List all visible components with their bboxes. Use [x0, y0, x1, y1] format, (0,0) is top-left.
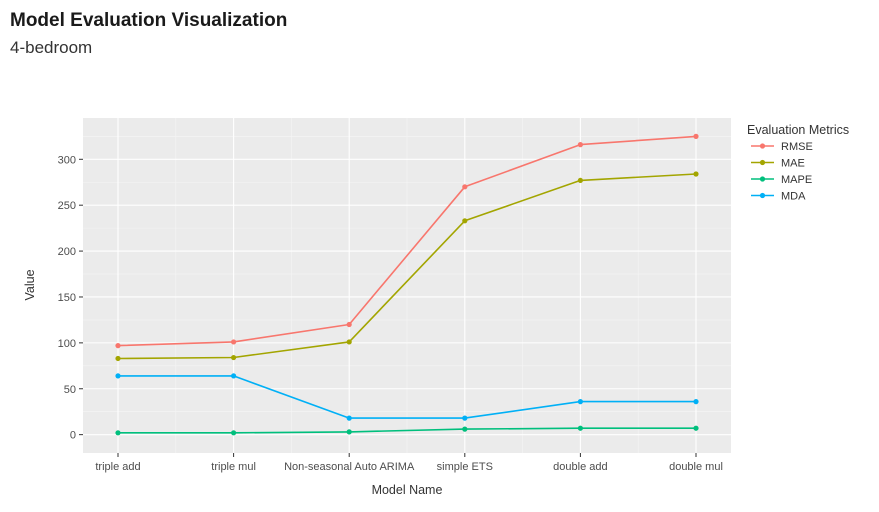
- chart-title: Model Evaluation Visualization: [10, 10, 288, 31]
- series-line-mda: [118, 375, 696, 419]
- legend-label-mda: MDA: [781, 191, 806, 203]
- y-tick-label: 250: [58, 200, 76, 212]
- data-point-mda: [462, 415, 468, 421]
- data-point-mae: [693, 171, 699, 177]
- data-point-mape: [462, 426, 468, 432]
- chart-subtitle: 4-bedroom: [10, 38, 93, 57]
- series-line-rmse: [117, 135, 697, 347]
- x-tick-label: double add: [553, 461, 607, 473]
- legend-key-point: [759, 159, 766, 166]
- legend-label-rmse: RMSE: [781, 141, 813, 153]
- data-point-mape: [693, 425, 699, 431]
- x-tick-label: triple add: [95, 461, 140, 473]
- data-point-mae: [115, 355, 121, 362]
- data-point-mae: [577, 177, 584, 184]
- y-axis-title: Value: [23, 269, 37, 300]
- legend: Evaluation Metrics RMSE MAE MAPE MDA: [747, 123, 849, 203]
- data-point-mae: [346, 339, 352, 345]
- legend-label-mae: MAE: [781, 158, 805, 170]
- data-point-mda: [346, 415, 352, 421]
- data-point-mda: [231, 373, 237, 379]
- data-point-mape: [231, 430, 237, 436]
- series-line-mape: [118, 427, 696, 434]
- data-point-mae: [462, 218, 468, 224]
- data-point-mae: [231, 354, 237, 361]
- series-lines: [117, 135, 697, 434]
- legend-label-mape: MAPE: [781, 174, 812, 186]
- x-tick-label: double mul: [669, 461, 723, 473]
- legend-title: Evaluation Metrics: [747, 123, 849, 137]
- y-tick-label: 50: [64, 384, 76, 396]
- data-point-rmse: [462, 184, 468, 190]
- data-point-rmse: [231, 339, 237, 345]
- x-axis-title: Model Name: [372, 483, 443, 497]
- y-tick-label: 200: [58, 246, 76, 258]
- legend-key-point: [759, 143, 766, 149]
- data-point-rmse: [693, 133, 699, 139]
- series-line-mae: [117, 173, 697, 360]
- y-tick-label: 0: [70, 430, 76, 442]
- data-point-rmse: [577, 142, 584, 148]
- data-points: [115, 133, 699, 436]
- y-tick-label: 150: [58, 292, 76, 304]
- x-tick-label: Non-seasonal Auto ARIMA: [284, 461, 415, 473]
- x-tick-label: triple mul: [211, 461, 256, 473]
- data-point-mape: [577, 425, 584, 431]
- y-tick-label: 300: [58, 154, 76, 166]
- data-point-mda: [693, 399, 699, 405]
- data-point-mape: [115, 430, 121, 436]
- data-point-rmse: [346, 321, 352, 328]
- axis-labels: 0 50 100 150 200 250 300 triple add triple mul No…: [58, 154, 723, 473]
- legend-key-point: [759, 192, 766, 199]
- data-point-mda: [115, 373, 121, 379]
- x-tick-label: simple ETS: [437, 461, 493, 473]
- legend-key-point: [759, 176, 766, 182]
- data-point-mda: [577, 399, 584, 405]
- y-tick-label: 100: [58, 338, 76, 350]
- data-point-rmse: [115, 343, 121, 349]
- data-point-mape: [346, 429, 352, 435]
